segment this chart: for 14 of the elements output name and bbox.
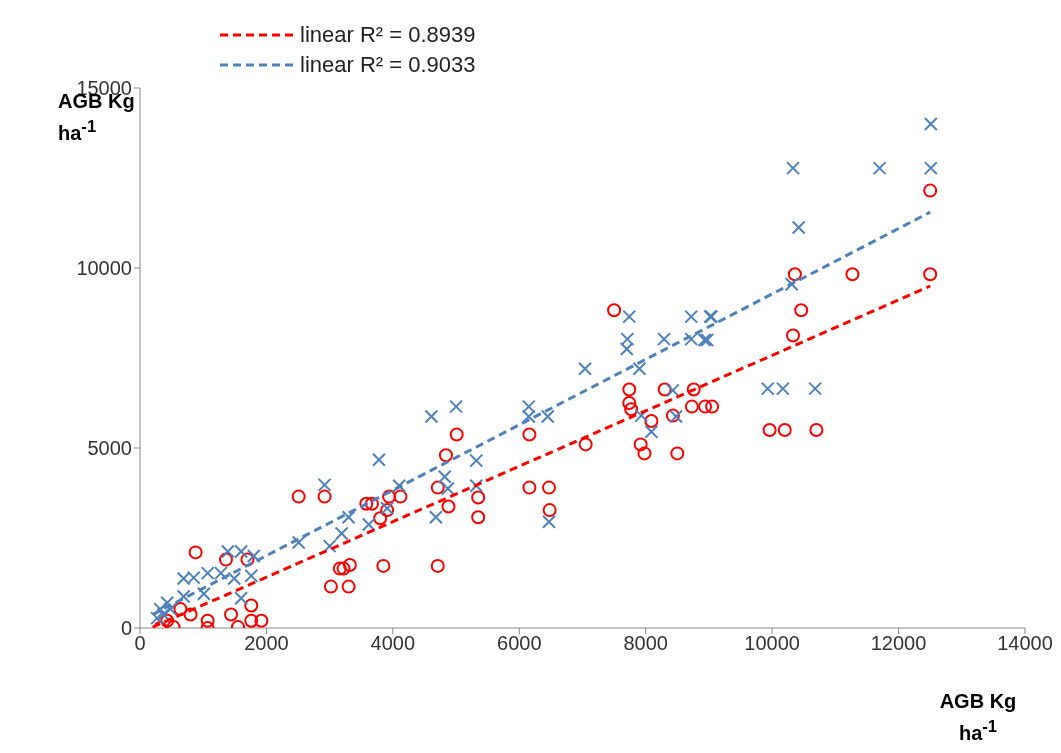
x-tick-label: 0 [134, 632, 146, 655]
x-tick-label: 14000 [997, 632, 1053, 655]
x-tick-label: 4000 [370, 632, 416, 655]
x-tick-label: 2000 [244, 632, 289, 655]
legend-label: linear R² = 0.8939 [300, 22, 476, 48]
y-tick-label: 0 [120, 617, 132, 640]
legend-label: linear R² = 0.9033 [300, 52, 476, 78]
x-tick-label: 12000 [870, 632, 927, 655]
x-tick-label: 8000 [623, 632, 668, 655]
x-axis-title: AGB Kg ha$^{-1}$ [938, 689, 1018, 746]
x-tick-label: 10000 [744, 632, 800, 655]
y-tick-label: 5000 [87, 437, 132, 460]
x-tick-label: 6000 [497, 632, 542, 655]
y-tick-label: 10000 [76, 257, 132, 280]
